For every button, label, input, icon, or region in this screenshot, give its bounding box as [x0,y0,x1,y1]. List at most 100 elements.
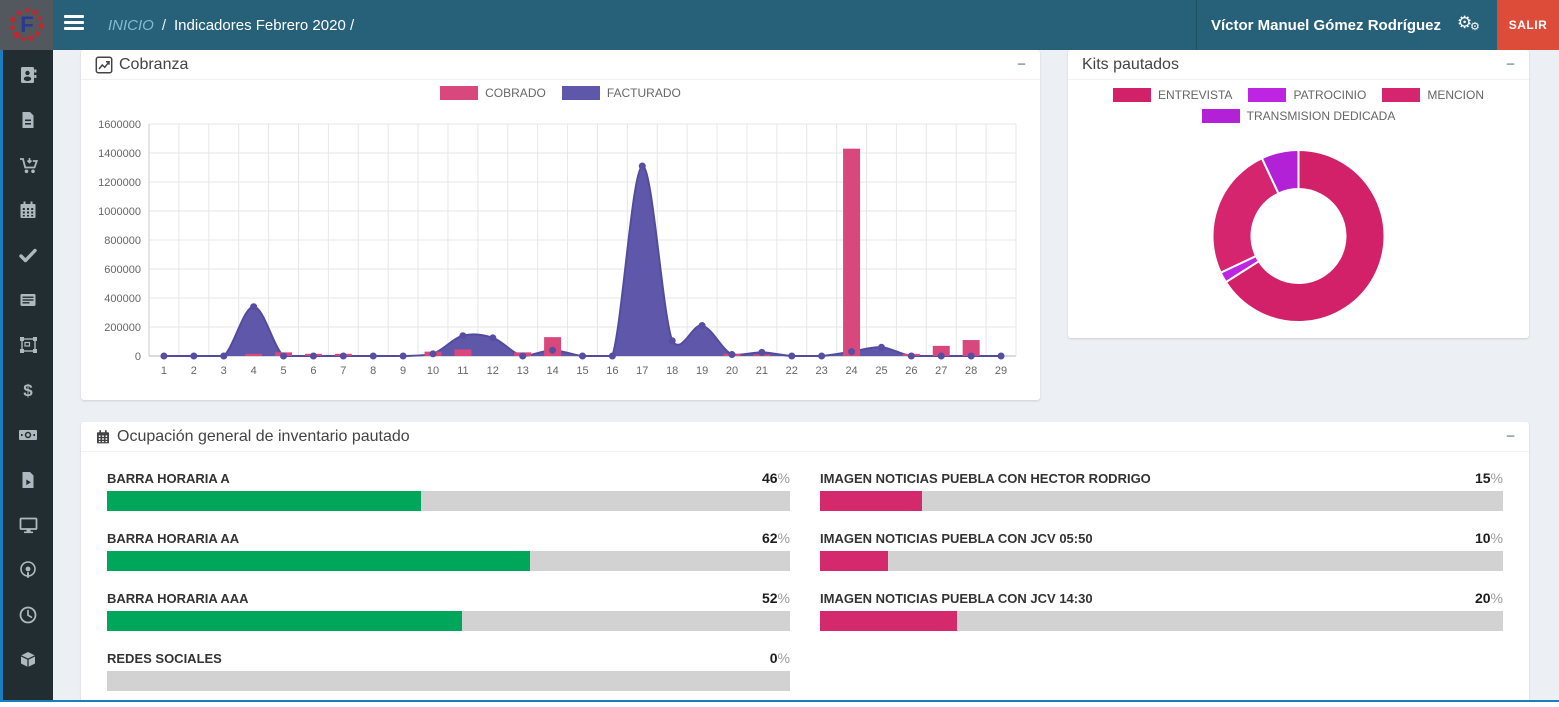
app-logo[interactable]: F [0,0,53,50]
svg-text:800000: 800000 [104,235,141,247]
progress-percent: 62% [761,530,790,546]
breadcrumb-current: Indicadores Febrero 2020 / [174,16,355,34]
cobrado-swatch [440,86,479,100]
svg-text:9: 9 [400,365,406,377]
progress-fill [107,551,531,571]
logout-button[interactable]: SALIR [1497,0,1559,50]
patrocinio-swatch [1248,88,1287,102]
kits-panel: Kits pautados − ENTREVISTA PATROCINIO ME… [1068,50,1529,338]
menu-toggle-icon[interactable] [64,15,86,35]
shopping-cart-icon [19,157,38,173]
progress-percent: 46% [761,470,790,486]
sidebar-item-object-group[interactable] [3,322,53,367]
user-menu[interactable]: Víctor Manuel Gómez Rodríguez [1211,16,1442,34]
progress-track [107,671,790,691]
dollar-icon: $ [23,381,33,400]
sidebar-item-calendar[interactable] [3,187,53,232]
svg-text:0: 0 [135,351,141,363]
sidebar-item-money[interactable] [3,412,53,457]
progress-fill [820,611,957,631]
progress-row: BARRA HORARIA A 46% [107,470,790,511]
sidebar-item-desktop[interactable] [3,502,53,547]
ocupacion-panel: Ocupación general de inventario pautado … [81,422,1529,702]
sidebar-item-clock[interactable] [3,592,53,637]
progress-row: IMAGEN NOTICIAS PUEBLA CON JCV 14:30 20% [820,590,1503,631]
svg-text:$: $ [23,381,33,400]
sidebar-item-cart[interactable] [3,142,53,187]
address-book-icon [21,66,37,83]
svg-text:1000000: 1000000 [98,206,141,218]
legend-item-cobrado[interactable]: COBRADO [440,86,546,100]
sidebar-item-check[interactable] [3,232,53,277]
svg-text:28: 28 [965,365,977,377]
facturado-swatch [561,86,600,100]
breadcrumb-separator: / [161,16,167,34]
kits-panel-header: Kits pautados − [1068,50,1529,80]
progress-row: BARRA HORARIA AA 62% [107,530,790,571]
svg-text:17: 17 [636,365,648,377]
progress-label: IMAGEN NOTICIAS PUEBLA CON JCV 05:50 [820,531,1093,546]
legend-item-patrocinio[interactable]: PATROCINIO [1248,88,1366,102]
progress-label: IMAGEN NOTICIAS PUEBLA CON JCV 14:30 [820,591,1093,606]
progress-label: BARRA HORARIA AAA [107,591,249,606]
object-group-icon [19,336,37,353]
legend-item-mencion[interactable]: MENCION [1382,88,1484,102]
legend-item-transmision[interactable]: TRANSMISION DEDICADA [1201,109,1395,123]
progress-label: BARRA HORARIA A [107,471,230,486]
settings-cogs-icon[interactable]: ⚙ ⚙ [1457,13,1480,33]
svg-text:15: 15 [576,365,588,377]
progress-row: IMAGEN NOTICIAS PUEBLA CON HECTOR RODRIG… [820,470,1503,511]
breadcrumb-home-link[interactable]: INICIO [108,16,154,34]
sidebar-item-address-book[interactable] [3,52,53,97]
sidebar-item-cube[interactable] [3,637,53,682]
footer-strip [0,700,1559,707]
kits-collapse-button[interactable]: − [1506,56,1515,73]
podcast-icon [20,560,36,578]
svg-text:600000: 600000 [104,264,141,276]
calendar-icon [95,429,111,445]
cobranza-panel: Cobranza − COBRADO FACTURADO 0 200000 4000… [81,50,1040,400]
progress-fill [107,491,422,511]
progress-label: BARRA HORARIA AA [107,531,240,546]
cobranza-legend: COBRADO FACTURADO [81,86,1040,100]
svg-text:400000: 400000 [104,293,141,305]
cobranza-collapse-button[interactable]: − [1017,56,1026,73]
sidebar-item-podcast[interactable] [3,547,53,592]
svg-text:21: 21 [756,365,768,377]
svg-text:14: 14 [546,365,558,377]
sidebar-item-documents[interactable] [3,97,53,142]
svg-text:24: 24 [845,365,857,377]
svg-text:16: 16 [606,365,618,377]
sidebar-item-list-card[interactable] [3,277,53,322]
svg-text:20: 20 [726,365,738,377]
svg-text:26: 26 [905,365,917,377]
sidebar-item-dollar[interactable]: $ [3,367,53,412]
svg-text:3: 3 [221,365,227,377]
progress-track [820,611,1503,631]
file-video-icon [22,471,34,488]
cobranza-panel-title: Cobranza [95,56,188,74]
legend-item-facturado[interactable]: FACTURADO [561,86,681,100]
svg-text:4: 4 [251,365,257,377]
progress-track [107,491,790,511]
logo-icon: F [9,7,44,42]
svg-text:18: 18 [666,365,678,377]
svg-text:1200000: 1200000 [98,177,141,189]
svg-text:1600000: 1600000 [98,119,141,131]
sidebar-item-media-file[interactable] [3,457,53,502]
svg-text:13: 13 [517,365,529,377]
cube-icon [20,651,36,667]
legend-item-entrevista[interactable]: ENTREVISTA [1112,88,1232,102]
svg-text:8: 8 [370,365,376,377]
ocupacion-grid: BARRA HORARIA A 46% BARRA HORARIA AA 62%… [107,470,1503,702]
top-navbar: F INICIO / Indicadores Febrero 2020 / Ví… [0,0,1559,50]
svg-text:7: 7 [340,365,346,377]
progress-percent: 15% [1474,470,1503,486]
ocupacion-collapse-button[interactable]: − [1506,428,1515,445]
desktop-icon [19,517,37,533]
line-chart-icon [95,56,113,74]
progress-row: REDES SOCIALES 0% [107,650,790,691]
svg-text:2: 2 [191,365,197,377]
progress-row: BARRA HORARIA AAA 52% [107,590,790,631]
svg-text:29: 29 [995,365,1007,377]
